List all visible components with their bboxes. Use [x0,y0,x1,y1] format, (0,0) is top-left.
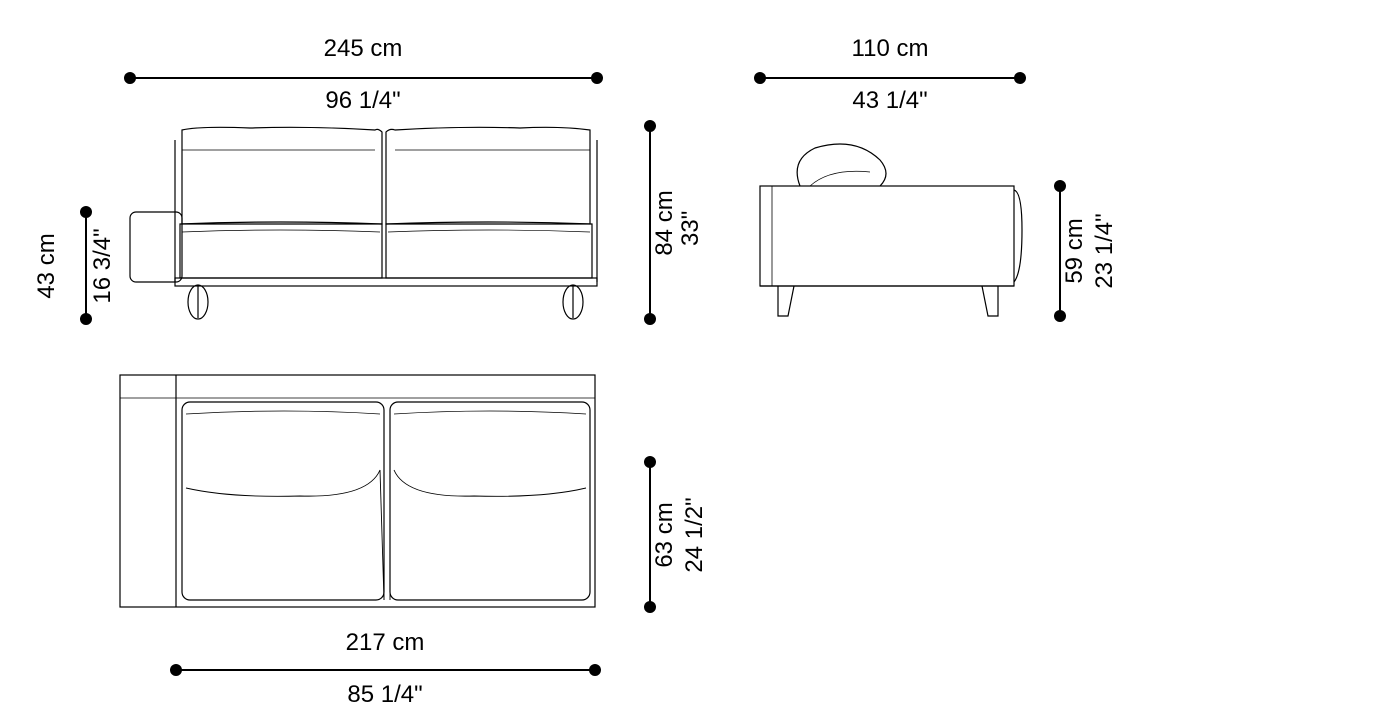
dim-arm-43: 43 cm 16 3/4" [33,206,116,325]
dim-plan-217-in: 85 1/4" [347,681,422,708]
dim-height-84: 84 cm 33" [644,120,704,325]
dim-width-245-in: 96 1/4" [325,87,400,114]
side-view [760,144,1022,316]
dim-depth-110: 110 cm 43 1/4" [754,35,1026,114]
dim-seat-59-in: 23 1/4" [1091,213,1118,288]
dim-width-245-cm: 245 cm [324,35,403,62]
dim-plan-63-in: 24 1/2" [681,497,708,572]
dim-height-84-cm: 84 cm [651,190,678,255]
dim-arm-43-cm: 43 cm [33,233,60,298]
dim-plan-217-cm: 217 cm [346,629,425,656]
dim-plan-63: 63 cm 24 1/2" [644,456,708,613]
dim-seat-59: 59 cm 23 1/4" [1054,180,1118,322]
dim-depth-110-in: 43 1/4" [852,87,927,114]
dim-arm-43-in: 16 3/4" [89,228,116,303]
dim-height-84-in: 33" [677,211,704,246]
dim-width-245: 245 cm 96 1/4" [124,35,603,114]
plan-view [120,375,595,607]
dim-depth-110-cm: 110 cm [852,35,929,62]
dim-plan-63-cm: 63 cm [651,502,678,567]
front-leg-right [563,285,583,319]
technical-drawing: 245 cm 96 1/4" 110 cm 43 1/4" 43 cm 16 3… [0,0,1400,725]
front-leg-left [188,285,208,319]
front-view [130,127,597,319]
dim-seat-59-cm: 59 cm [1061,218,1088,283]
dim-plan-217: 217 cm 85 1/4" [170,629,601,708]
